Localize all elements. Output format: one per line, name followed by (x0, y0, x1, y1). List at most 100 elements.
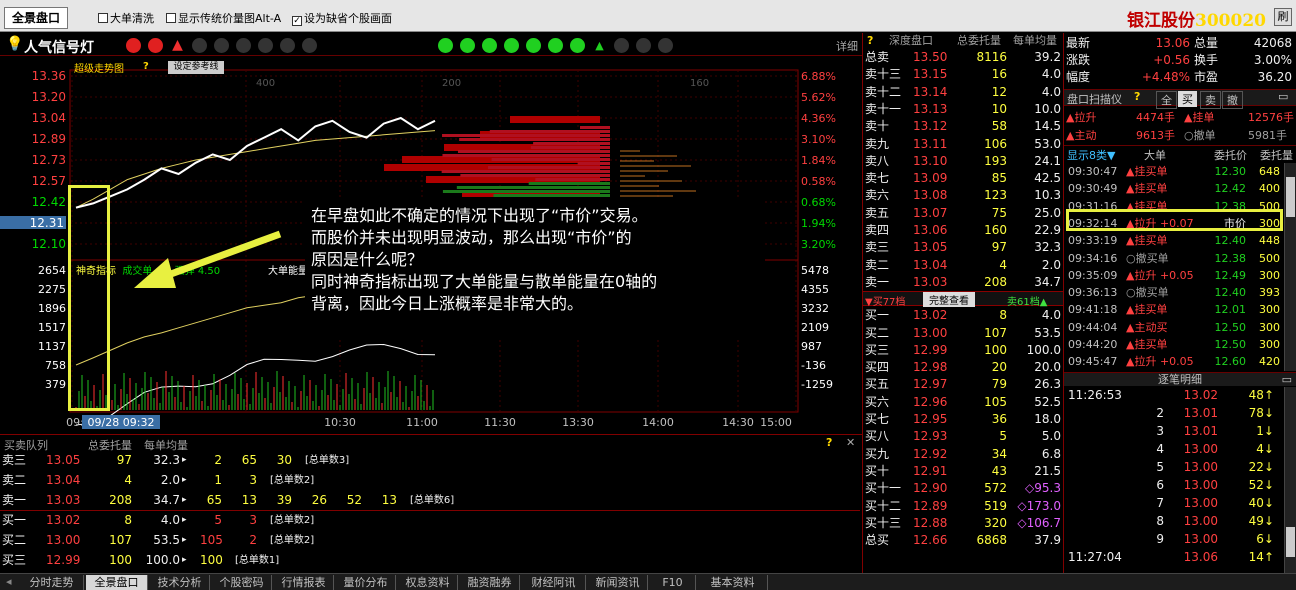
set-reference-button[interactable]: 设定参考线 (168, 61, 224, 74)
tick-scrollbar[interactable] (1284, 387, 1296, 573)
help-icon[interactable]: ? (867, 34, 874, 47)
indicator-tick: 1137 (38, 340, 66, 353)
bottom-tab[interactable]: 量价分布 (336, 575, 396, 590)
signal-lamp (236, 38, 251, 53)
depth-sell-row[interactable]: 卖四 13.06 160 22.9 (865, 223, 1061, 237)
scanner-tab-sell[interactable]: 卖 (1200, 91, 1221, 109)
depth-buy-row[interactable]: 买十 12.91 43 21.5 (865, 463, 1061, 478)
depth-buy-row[interactable]: 买五 12.97 79 26.3 (865, 377, 1061, 392)
scanner-row[interactable]: 09:45:47 ▲拉升 +0.05 12.60 420 (1068, 355, 1280, 369)
full-view-button[interactable]: 完整查看 (923, 292, 975, 308)
bottom-tab[interactable]: 财经阿讯 (522, 575, 586, 590)
depth-sell-row[interactable]: 卖十二 13.14 12 4.0 (865, 84, 1061, 99)
scanner-row[interactable]: 09:44:20 ▲挂买单 12.50 300 (1068, 338, 1280, 351)
depth-sell-row[interactable]: 卖十 13.12 58 14.5 (865, 119, 1061, 134)
time-tick: 10:30 (324, 416, 356, 429)
bottom-tab[interactable]: 行情报表 (274, 575, 334, 590)
queue-header: 每单均量 (144, 439, 188, 452)
depth-sell-row[interactable]: 卖十一 13.13 10 10.0 (865, 101, 1061, 116)
depth-buy-row[interactable]: 买九 12.92 34 6.8 (865, 446, 1061, 461)
indicator-tick: 2654 (38, 264, 66, 277)
depth-buy-row[interactable]: 买十一 12.90 572 ◇95.3 (865, 481, 1061, 496)
avg-price-line (75, 130, 436, 209)
bottom-tab[interactable]: 技术分析 (150, 575, 210, 590)
scanner-row[interactable]: 09:36:13 ○撤买单 12.40 393 (1068, 286, 1280, 300)
depth-sell-row[interactable]: 卖十三 13.15 16 4.0 (865, 67, 1061, 82)
depth-buy-row[interactable]: 买十三 12.88 320 ◇106.7 (865, 515, 1061, 530)
tick-row: 11:27:04 13.06 14↑ (1068, 550, 1274, 564)
scanner-row[interactable]: 09:33:19 ▲挂买单 12.40 448 (1068, 234, 1280, 248)
queue-order: 30 (276, 453, 292, 467)
depth-buy-row[interactable]: 买三 12.99 100 100.0 (865, 342, 1061, 357)
depth-sell-row[interactable]: 卖七 13.09 85 42.5 (865, 171, 1061, 186)
quote-row: 幅度 +4.48% 市盈 36.20 (1066, 70, 1292, 84)
traditional-chart-checkbox[interactable]: 显示传统价量图Alt-A (166, 10, 281, 26)
scanner-tab-buy[interactable]: 买 (1178, 91, 1197, 107)
depth-buy-row[interactable]: 买六 12.96 105 52.5 (865, 394, 1061, 409)
scanner-tab-all[interactable]: 全 (1156, 91, 1177, 109)
depth-buy-total[interactable]: 总买 12.66 6868 37.9 (865, 533, 1061, 548)
depth-buy-row[interactable]: 买七 12.95 36 18.0 (865, 412, 1061, 426)
bottom-tab[interactable]: 新闻资讯 (588, 575, 648, 590)
tab-scroll-left-icon[interactable]: ◂ (6, 575, 12, 588)
queue-price: 13.04 (46, 473, 81, 487)
depth-buy-row[interactable]: 买八 12.93 5 5.0 (865, 429, 1061, 444)
queue-row[interactable]: 卖一 13.03 208 34.7 ▸ 65 13 39 26 52 13 [总单数6] (2, 493, 455, 507)
scanner-row[interactable]: 09:41:18 ▲挂买单 12.01 300 (1068, 303, 1280, 317)
indicator-legend: 神奇指标 成交单 .03 强弹 4.50 (76, 266, 221, 277)
sell-levels-button[interactable]: 卖61档▲ (1007, 297, 1048, 309)
queue-order: 5 (214, 513, 222, 527)
scanner-row[interactable]: 09:30:49 ▲挂买单 12.42 400 (1068, 182, 1280, 196)
scanner-row[interactable]: 09:34:16 ○撤买单 12.38 500 (1068, 251, 1280, 265)
bottom-tab[interactable]: 分时走势 (20, 575, 84, 590)
default-view-checkbox[interactable]: ✓ 设为缺省个股画面 (292, 12, 392, 26)
depth-buy-row[interactable]: 买十二 12.89 519 ◇173.0 (865, 498, 1061, 513)
bottom-tab[interactable]: 基本资料 (698, 575, 768, 590)
depth-sell-total[interactable]: 总卖 13.50 8116 39.2 (865, 50, 1061, 64)
depth-sell-row[interactable]: 卖五 13.07 75 25.0 (865, 205, 1061, 220)
depth-sell-row[interactable]: 卖九 13.11 106 53.0 (865, 136, 1061, 151)
help-icon[interactable]: ? (143, 61, 149, 72)
queue-row[interactable]: 卖二 13.04 4 2.0 ▸ 1 3 [总单数2] (2, 473, 315, 487)
scanner-scrollbar[interactable] (1284, 163, 1296, 371)
queue-row[interactable]: 买一 13.02 8 4.0 ▸ 5 3 [总单数2] (0, 510, 860, 529)
queue-volume: 4 (124, 473, 132, 487)
depth-buy-row[interactable]: 买一 13.02 8 4.0 (865, 308, 1061, 323)
queue-order: 13 (241, 493, 257, 507)
scanner-tab-cancel[interactable]: 撤 (1222, 91, 1243, 109)
detail-button[interactable]: 详细 (836, 40, 858, 53)
buy-levels-button[interactable]: ▼买77档 (865, 297, 906, 309)
queue-avg: 4.0 (160, 513, 180, 527)
help-icon[interactable]: ? (1134, 90, 1141, 103)
depth-buy-row[interactable]: 买四 12.98 20 20.0 (865, 360, 1061, 375)
help-icon[interactable]: ? (826, 436, 833, 449)
bottom-tab[interactable]: 融资融券 (460, 575, 520, 590)
big-order-clean-checkbox[interactable]: 大单清洗 (98, 10, 154, 26)
scanner-filter-dropdown[interactable]: 显示8类▼ (1067, 149, 1116, 162)
refresh-button[interactable]: 刷 (1274, 8, 1292, 26)
depth-sell-row[interactable]: 卖三 13.05 97 32.3 (865, 240, 1061, 255)
depth-sell-row[interactable]: 卖一 13.03 208 34.7 (865, 274, 1061, 289)
depth-sell-row[interactable]: 卖八 13.10 193 24.1 (865, 153, 1061, 168)
queue-row[interactable]: 买二 13.00 107 53.5 ▸ 105 2 [总单数2] (2, 533, 315, 547)
tab-panorama[interactable]: 全景盘口 (4, 7, 68, 29)
bottom-tab[interactable]: 全景盘口 (86, 575, 148, 590)
signal-lamp (148, 38, 163, 53)
bottom-tab[interactable]: F10 (650, 575, 696, 590)
quote-row: 涨跌 +0.56 换手 3.00% (1066, 53, 1292, 67)
bottom-tab[interactable]: 权息资料 (398, 575, 458, 590)
depth-sell-row[interactable]: 卖六 13.08 123 10.3 (865, 188, 1061, 203)
scanner-row[interactable]: 09:32:14 ▲拉升 +0.07 市价 300 (1068, 216, 1280, 230)
close-icon[interactable]: ✕ (846, 436, 856, 449)
depth-sell-row[interactable]: 卖二 13.04 4 2.0 (865, 257, 1061, 272)
signal-lamp (460, 38, 475, 53)
scanner-row[interactable]: 09:30:47 ▲挂买单 12.30 648 (1068, 165, 1280, 178)
bottom-tab[interactable]: 个股密码 (212, 575, 272, 590)
depth-buy-row[interactable]: 买二 13.00 107 53.5 (865, 325, 1061, 340)
depth-header: 每单均量 (1013, 34, 1057, 47)
queue-row[interactable]: 卖三 13.05 97 32.3 ▸ 2 65 30 [总单数3] (2, 453, 350, 467)
maximize-icon[interactable]: ▭ (1278, 90, 1289, 103)
queue-row[interactable]: 买三 12.99 100 100.0 ▸ 100 [总单数1] (2, 553, 280, 567)
scanner-row[interactable]: 09:44:04 ▲主动买 12.50 300 (1068, 320, 1280, 334)
scanner-row[interactable]: 09:35:09 ▲拉升 +0.05 12.49 300 (1068, 268, 1280, 282)
